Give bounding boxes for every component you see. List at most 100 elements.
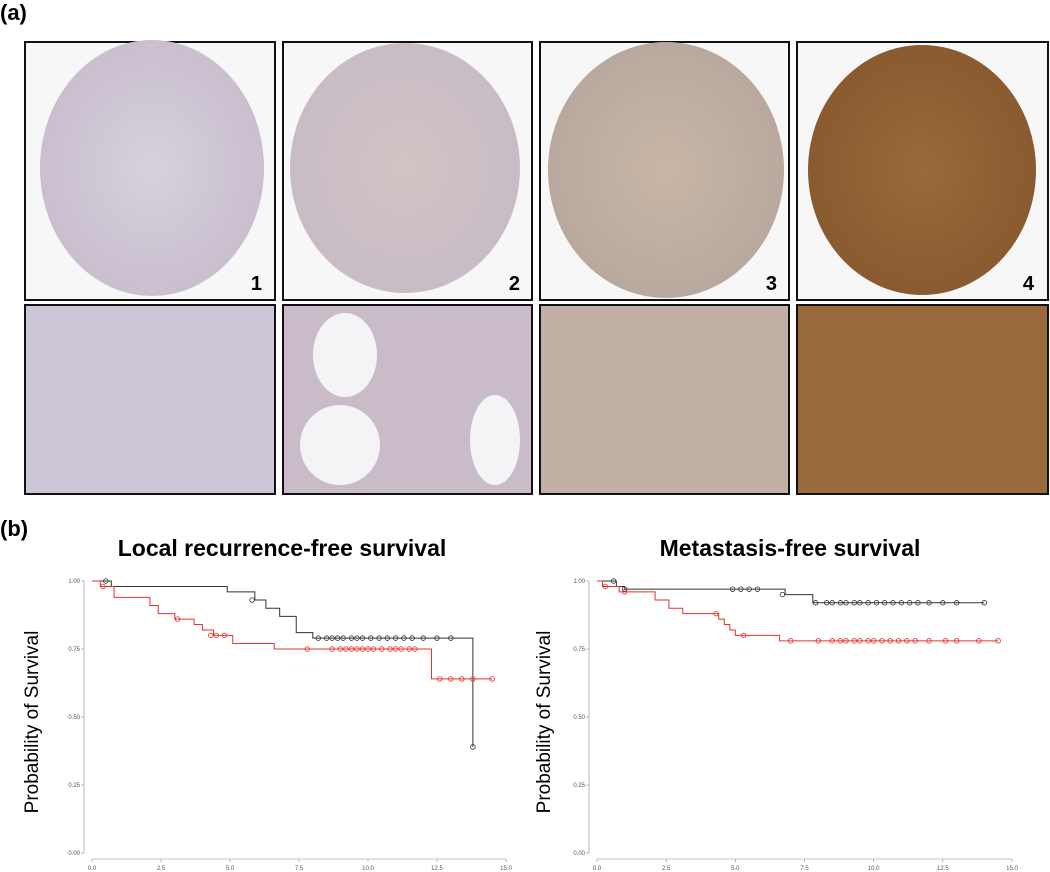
tissue-core [808, 45, 1036, 295]
censor-mark [409, 635, 415, 641]
censor-mark [940, 600, 946, 606]
censor-mark [103, 578, 109, 584]
magnified-image [539, 304, 790, 495]
censor-mark [713, 610, 719, 617]
tma-row [24, 40, 1049, 301]
x-tick-label: 12.5 [937, 866, 949, 872]
panel-label: (b) [0, 516, 28, 541]
censor-mark [359, 646, 366, 652]
censor-mark [873, 600, 880, 606]
x-tick-label: 7.5 [295, 866, 304, 872]
censor-mark [337, 646, 344, 652]
tissue-core [548, 42, 784, 298]
censor-mark [392, 646, 399, 652]
censor-mark [343, 646, 349, 652]
censor-mark [890, 600, 896, 606]
censor-mark [387, 646, 393, 652]
censor-mark [434, 635, 440, 641]
y-tick-label: 0.75 [573, 647, 585, 653]
censor-mark [470, 744, 476, 750]
censor-mark [915, 600, 921, 606]
y-axis-label: Probability of Survival [534, 631, 555, 814]
censor-mark [323, 635, 330, 641]
x-tick-label: 5.0 [731, 866, 740, 872]
censor-mark [304, 646, 310, 652]
censor-mark [459, 676, 465, 682]
image-label: 2 [509, 273, 520, 295]
censor-mark [207, 632, 214, 639]
tissue-core [290, 43, 520, 293]
censor-mark [315, 635, 322, 641]
censor-mark [995, 638, 1001, 644]
censor-mark [221, 632, 228, 639]
censor-mark [365, 646, 371, 652]
censor-mark [398, 646, 404, 652]
censor-mark [740, 632, 747, 639]
censor-mark [904, 638, 910, 644]
censor-mark [329, 646, 335, 652]
censor-mark [348, 635, 355, 641]
survival-curve [597, 580, 985, 604]
censor-mark [368, 635, 374, 641]
image-label: 1 [251, 273, 262, 295]
censor-mark [249, 597, 255, 603]
censor-mark [843, 638, 849, 644]
censor-mark [448, 676, 454, 682]
censor-mark [329, 635, 335, 641]
survival-curve [597, 580, 999, 642]
censor-mark [213, 632, 219, 639]
fat-cell [300, 405, 380, 485]
censor-mark [865, 638, 871, 644]
y-tick-label: 1.00 [68, 579, 80, 585]
x-tick-label: 10.0 [868, 866, 880, 872]
censor-mark [857, 638, 863, 644]
censor-mark [906, 600, 913, 606]
censor-mark [837, 638, 844, 644]
censor-mark [887, 638, 893, 644]
x-tick-label: 12.5 [431, 866, 443, 872]
censor-mark [829, 638, 835, 644]
censor-mark [942, 638, 949, 644]
censor-mark [354, 635, 360, 641]
fat-cell [470, 395, 520, 485]
censor-mark [392, 635, 399, 641]
censor-mark [621, 589, 628, 595]
x-tick-label: 10.0 [362, 866, 374, 872]
censor-mark [882, 600, 888, 606]
censor-mark [823, 600, 830, 606]
censor-mark [406, 646, 413, 652]
image-label: 4 [1023, 273, 1035, 295]
y-tick-label: 0.00 [573, 851, 585, 857]
censor-mark [738, 586, 744, 592]
censor-mark [420, 635, 426, 641]
x-tick-label: 5.0 [226, 866, 235, 872]
censor-mark [926, 638, 932, 644]
censor-mark [754, 586, 761, 592]
y-tick-label: 1.00 [573, 579, 585, 585]
chart-title: Local recurrence-free survival [118, 535, 447, 561]
censor-mark [370, 646, 377, 652]
x-tick-label: 0.0 [88, 866, 97, 872]
censor-mark [815, 638, 822, 644]
censor-mark [912, 638, 918, 644]
censor-mark [610, 578, 617, 584]
censor-mark [448, 635, 454, 641]
y-tick-label: 0.50 [68, 715, 80, 721]
x-tick-label: 15.0 [500, 866, 512, 872]
y-tick-label: 0.75 [68, 647, 80, 653]
censor-mark [926, 600, 932, 606]
censor-mark [865, 600, 871, 606]
x-tick-label: 7.5 [800, 866, 809, 872]
censor-mark [401, 635, 407, 641]
censor-mark [384, 635, 391, 641]
panel-label: (a) [0, 0, 27, 25]
y-tick-label: 0.00 [68, 851, 80, 857]
chart-title: Metastasis-free survival [660, 535, 921, 561]
censor-mark [729, 586, 736, 592]
survival-curve [92, 580, 474, 747]
censor-mark [870, 638, 877, 644]
censor-mark [412, 646, 418, 652]
magnified-row [24, 304, 1049, 495]
censor-mark [837, 600, 844, 606]
